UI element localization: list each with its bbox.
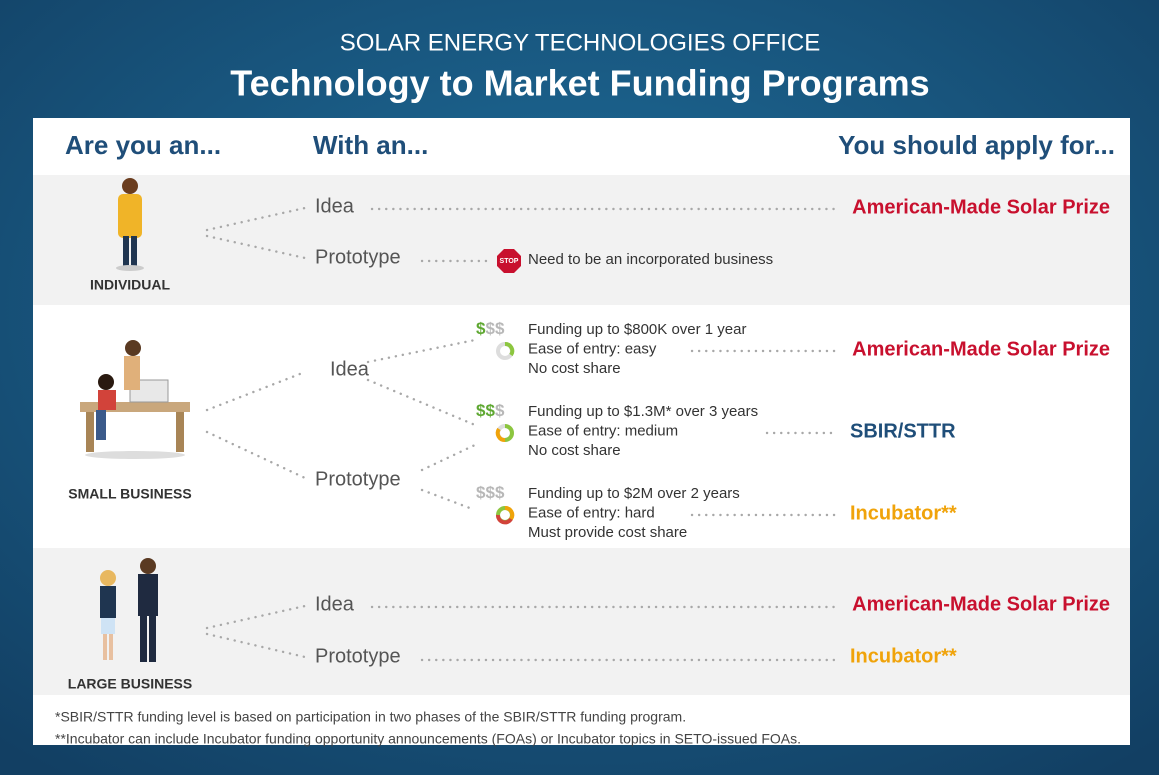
program: SBIR/STTR [850, 420, 956, 442]
option-detail: Ease of entry: hard [528, 504, 655, 521]
stage: Prototype [315, 246, 401, 268]
column-header: You should apply for... [838, 130, 1115, 160]
program: Incubator** [850, 645, 957, 667]
footnote: *SBIR/STTR funding level is based on par… [55, 709, 686, 725]
stop-label: STOP [500, 258, 519, 265]
option-detail: No cost share [528, 442, 621, 459]
stage: Idea [315, 593, 355, 615]
infographic: SOLAR ENERGY TECHNOLOGIES OFFICE Technol… [0, 0, 1159, 775]
footnote: **Incubator can include Incubator fundin… [55, 731, 801, 747]
option-detail: Must provide cost share [528, 524, 687, 541]
option-detail: Funding up to $1.3M* over 3 years [528, 403, 758, 420]
option-detail: Funding up to $2M over 2 years [528, 485, 740, 502]
row-bg [33, 175, 1130, 305]
funding-level: $$$ [476, 401, 505, 420]
option-detail: Ease of entry: easy [528, 340, 657, 357]
note: Need to be an incorporated business [528, 251, 773, 268]
column-header: Are you an... [65, 130, 221, 160]
subtitle: SOLAR ENERGY TECHNOLOGIES OFFICE [340, 29, 821, 56]
program: American-Made Solar Prize [852, 338, 1110, 360]
row-label: LARGE BUSINESS [68, 676, 192, 692]
program: American-Made Solar Prize [852, 196, 1110, 218]
option-detail: Ease of entry: medium [528, 422, 678, 439]
column-header: With an... [313, 130, 428, 160]
page: {"header":{"subtitle":"SOLAR ENERGY TECH… [0, 0, 1159, 775]
funding-level: $$$ [476, 483, 505, 502]
program: American-Made Solar Prize [852, 593, 1110, 615]
stage: Prototype [315, 645, 401, 667]
stage: Prototype [315, 468, 401, 490]
row-label: INDIVIDUAL [90, 277, 171, 293]
funding-level: $$$ [476, 319, 505, 338]
row-bg [33, 548, 1130, 695]
program: Incubator** [850, 502, 957, 524]
stage: Idea [330, 358, 370, 380]
stage: Idea [315, 195, 355, 217]
option-detail: No cost share [528, 360, 621, 377]
option-detail: Funding up to $800K over 1 year [528, 321, 746, 338]
row-label: SMALL BUSINESS [68, 486, 191, 502]
title: Technology to Market Funding Programs [230, 63, 929, 104]
